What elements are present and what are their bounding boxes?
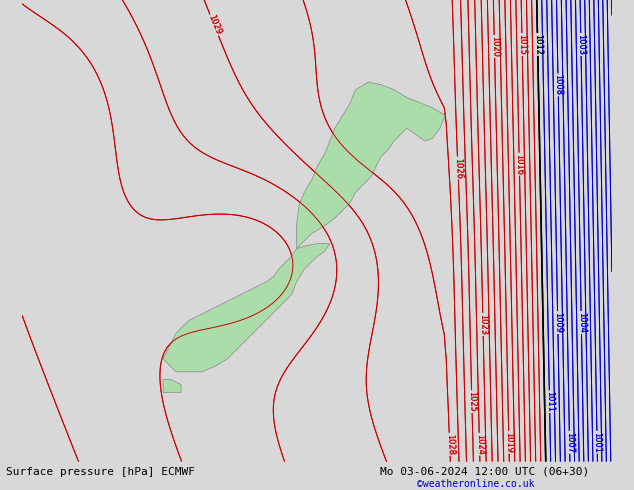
- Text: 1004: 1004: [576, 312, 586, 333]
- Text: 1012: 1012: [533, 34, 542, 55]
- Text: Surface pressure [hPa] ECMWF: Surface pressure [hPa] ECMWF: [6, 466, 195, 477]
- Text: 1016: 1016: [515, 153, 524, 175]
- Text: 1019: 1019: [504, 432, 514, 453]
- Text: 1008: 1008: [553, 74, 563, 96]
- Text: 1007: 1007: [565, 432, 574, 453]
- Polygon shape: [297, 82, 445, 249]
- Text: 1003: 1003: [576, 34, 586, 55]
- Text: 1024: 1024: [475, 434, 484, 455]
- Text: 1028: 1028: [444, 434, 455, 455]
- Text: 1029: 1029: [206, 14, 223, 37]
- Text: 1011: 1011: [545, 391, 554, 412]
- Text: 1020: 1020: [489, 36, 499, 57]
- Text: 1025: 1025: [467, 391, 477, 412]
- Text: 1009: 1009: [553, 312, 562, 333]
- Text: 1026: 1026: [453, 157, 463, 179]
- Text: 1004: 1004: [576, 312, 586, 333]
- Text: 1011: 1011: [545, 391, 554, 412]
- Text: 1029: 1029: [206, 14, 223, 37]
- Text: 1025: 1025: [467, 391, 477, 412]
- Text: 1028: 1028: [444, 434, 455, 455]
- Text: 1012: 1012: [533, 34, 542, 55]
- Text: 1015: 1015: [517, 34, 527, 55]
- Text: ©weatheronline.co.uk: ©weatheronline.co.uk: [417, 479, 534, 489]
- Text: 1026: 1026: [453, 157, 463, 179]
- Text: 1020: 1020: [489, 36, 499, 57]
- Text: 1023: 1023: [478, 314, 488, 335]
- Text: 1024: 1024: [475, 434, 484, 455]
- Polygon shape: [163, 380, 181, 392]
- Text: 1001: 1001: [592, 432, 602, 453]
- Text: 1016: 1016: [515, 153, 524, 175]
- Text: 1008: 1008: [553, 74, 563, 96]
- Text: 1023: 1023: [478, 314, 488, 335]
- Text: 1009: 1009: [553, 312, 562, 333]
- Text: 1007: 1007: [565, 432, 574, 453]
- Text: 1015: 1015: [517, 34, 527, 55]
- Polygon shape: [163, 244, 330, 372]
- Text: Mo 03-06-2024 12:00 UTC (06+30): Mo 03-06-2024 12:00 UTC (06+30): [380, 466, 590, 477]
- Text: 1003: 1003: [576, 34, 586, 55]
- Text: 1001: 1001: [592, 432, 602, 453]
- Text: 1019: 1019: [504, 432, 514, 453]
